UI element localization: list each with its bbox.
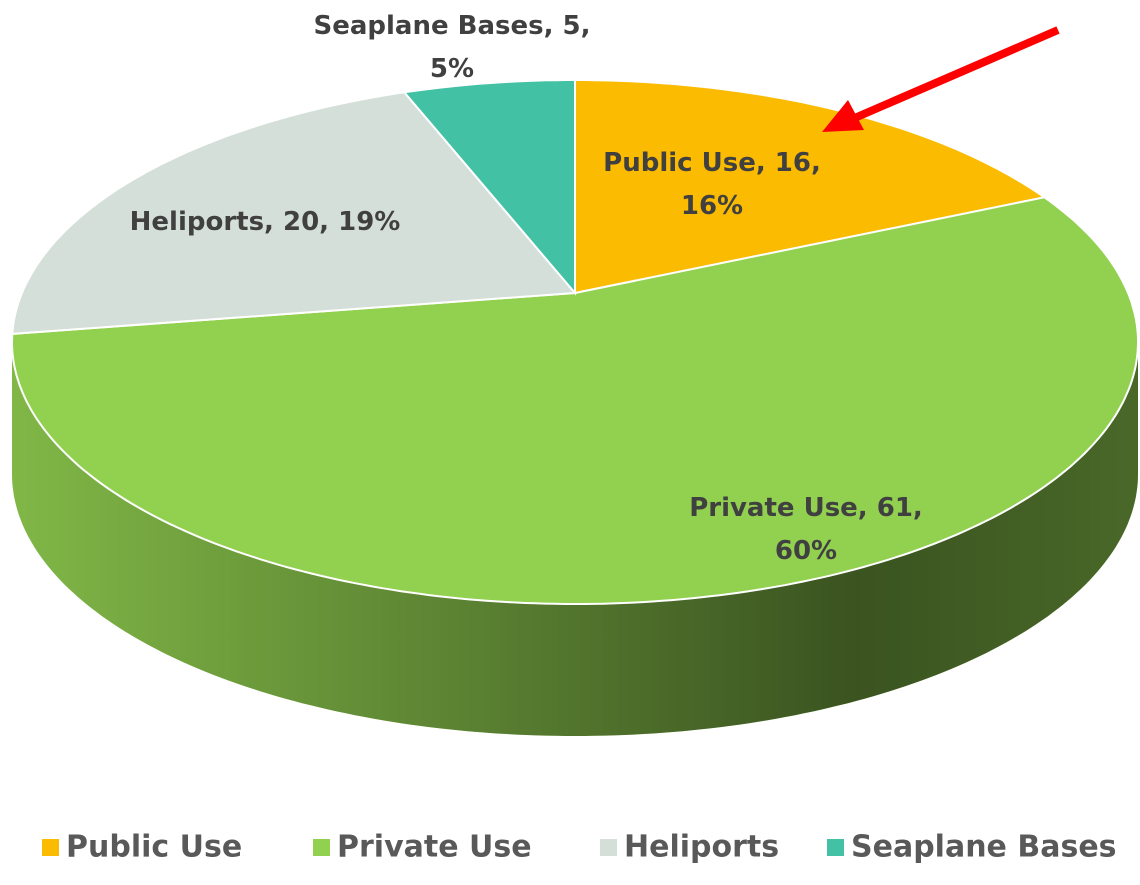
annotation-arrow xyxy=(822,26,1060,132)
legend: Public Use Private Use Heliports Seaplane B… xyxy=(42,830,1117,865)
legend-label: Private Use xyxy=(337,830,532,865)
arrow-head xyxy=(822,100,864,132)
data-label: Seaplane Bases, 5, 5% xyxy=(313,11,591,84)
pie-slice xyxy=(11,91,578,335)
legend-swatch xyxy=(827,839,844,856)
legend-label: Heliports xyxy=(624,830,779,865)
legend-swatch xyxy=(600,839,617,856)
pie-slice xyxy=(10,196,1139,605)
data-label: Public Use, 16, 16% xyxy=(603,148,821,221)
data-label: Private Use, 61, 60% xyxy=(689,493,923,566)
legend-swatch xyxy=(313,839,330,856)
legend-label: Seaplane Bases xyxy=(851,830,1117,865)
arrow-shaft xyxy=(848,26,1060,124)
pie-slice xyxy=(402,79,576,296)
legend-swatch xyxy=(42,839,59,856)
pie-side-shade xyxy=(12,342,1138,736)
data-label: Heliports, 20, 19% xyxy=(129,206,401,237)
pie xyxy=(10,79,1139,736)
legend-label: Public Use xyxy=(66,830,242,865)
